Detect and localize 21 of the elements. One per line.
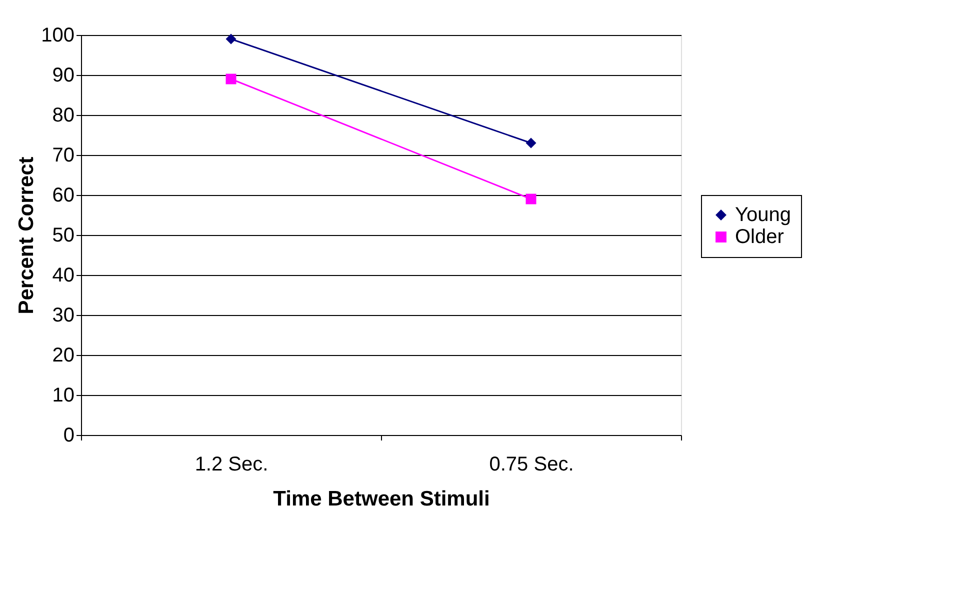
y-tick-label: 50 (52, 224, 74, 246)
point (226, 34, 236, 44)
y-tick-label: 20 (52, 344, 74, 366)
legend-label: Young (735, 204, 791, 226)
y-tick-label: 70 (52, 144, 74, 166)
y-tick-label: 40 (52, 264, 74, 286)
point (226, 74, 236, 84)
x-axis-title: Time Between Stimuli (273, 488, 490, 510)
point (526, 194, 536, 204)
y-tick-label: 100 (41, 24, 74, 46)
point (526, 138, 536, 148)
y-tick-label: 30 (52, 304, 74, 326)
y-tick-label: 10 (52, 384, 74, 406)
x-tick-label: 1.2 Sec. (194, 454, 268, 476)
y-axis-title: Percent Correct (15, 156, 38, 314)
y-tick-label: 0 (63, 424, 74, 446)
y-tick-label: 60 (52, 184, 74, 206)
y-tick-label: 80 (52, 104, 74, 126)
legend-label: Older (735, 226, 784, 248)
y-tick-label: 90 (52, 64, 74, 86)
x-tick-label: 0.75 Sec. (489, 454, 574, 476)
